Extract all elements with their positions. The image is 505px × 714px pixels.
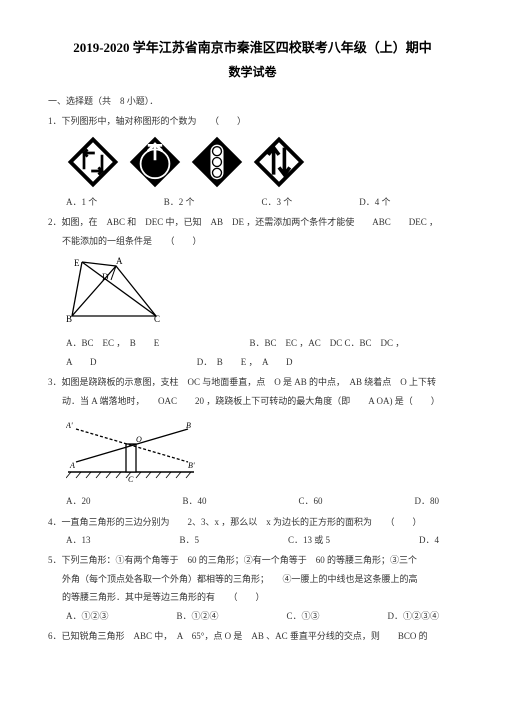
q2-figure: A B C D E (66, 254, 457, 330)
q6-text: 6．已知锐角三角形 ABC 中， A 65°，点 O 是 AB 、AC 垂直平分… (48, 629, 457, 643)
q4-opt-a: A．13 (66, 533, 91, 547)
svg-text:A': A' (66, 421, 73, 430)
q1-opt-b: B．2 个 (164, 195, 262, 209)
q5-options: A．①②③ B．①②④ C．①③ D．①②③④ (66, 609, 439, 623)
svg-text:E: E (74, 258, 80, 268)
question-6: 6．已知锐角三角形 ABC 中， A 65°，点 O 是 AB 、AC 垂直平分… (48, 629, 457, 643)
q2-line2: 不能添加的一组条件是 （ ） (62, 234, 457, 248)
q2-opt-b: B．BC EC ，AC DC C．BC DC ， (250, 338, 405, 348)
q5-line1: 5．下列三角形：①有两个角等于 60 的三角形；②有一个角等于 60 的等腰三角… (48, 553, 457, 567)
q1-shape-3 (190, 135, 244, 189)
svg-text:B: B (66, 314, 72, 324)
q5-line3: 的等腰三角形．其中是等边三角形的有 （ ） (62, 590, 457, 604)
question-5: 5．下列三角形：①有两个角等于 60 的三角形；②有一个角等于 60 的等腰三角… (48, 553, 457, 623)
q5-opt-d: D．①②③④ (387, 609, 439, 623)
q1-shape-4 (252, 135, 306, 189)
page-subtitle: 数学试卷 (48, 63, 457, 82)
q3-options: A．20 B．40 C．60 D．80 (66, 494, 439, 508)
q4-opt-d: D．4 (419, 533, 439, 547)
question-3: 3．如图是跷跷板的示意图，支柱 OC 与地面垂直，点 O 是 AB 的中点， A… (48, 375, 457, 509)
q1-text: 1．下列图形中，轴对称图形的个数为 （ ） (48, 114, 457, 128)
q1-opt-c: C．3 个 (262, 195, 360, 209)
q4-opt-b: B．5 (179, 533, 199, 547)
svg-text:C: C (128, 475, 134, 484)
q5-line2: 外角（每个顶点处各取一个外角）都相等的三角形； ④一腰上的中线也是这条腰上的高 (62, 572, 457, 586)
page-title: 2019-2020 学年江苏省南京市秦淮区四校联考八年级（上）期中 (48, 38, 457, 59)
q2-opt-c: A D (66, 357, 97, 367)
q3-line1: 3．如图是跷跷板的示意图，支柱 OC 与地面垂直，点 O 是 AB 的中点， A… (48, 375, 457, 389)
question-1: 1．下列图形中，轴对称图形的个数为 （ ） (48, 114, 457, 209)
question-2: 2．如图，在 ABC 和 DEC 中，已知 AB DE ，还需添加两个条件才能使… (48, 215, 457, 369)
svg-text:A: A (69, 461, 75, 470)
section-heading: 一、选择题（共 8 小题）． (48, 94, 457, 108)
exam-page: 2019-2020 学年江苏省南京市秦淮区四校联考八年级（上）期中 数学试卷 一… (0, 0, 505, 714)
q5-opt-a: A．①②③ (66, 609, 109, 623)
q5-opt-b: B．①②④ (176, 609, 218, 623)
q1-figures (66, 135, 457, 189)
svg-text:B': B' (188, 461, 195, 470)
q3-opt-d: D．80 (414, 494, 439, 508)
q1-opt-a: A．1 个 (66, 195, 164, 209)
q4-opt-c: C．13 或 5 (288, 533, 330, 547)
svg-text:O: O (136, 435, 142, 444)
q2-row2: A D D． B E ， A D (66, 355, 457, 369)
q3-opt-a: A．20 (66, 494, 91, 508)
svg-text:B: B (186, 421, 191, 430)
q1-opt-d: D．4 个 (359, 195, 457, 209)
q4-options: A．13 B．5 C．13 或 5 D．4 (66, 533, 439, 547)
q2-opt-d: D． B E ， A D (197, 357, 293, 367)
svg-text:C: C (154, 314, 160, 324)
q1-options: A．1 个 B．2 个 C．3 个 D．4 个 (66, 195, 457, 209)
svg-text:A: A (116, 256, 123, 266)
svg-text:D: D (102, 272, 109, 282)
q1-shape-2 (128, 135, 182, 189)
q3-opt-c: C．60 (298, 494, 322, 508)
q5-opt-c: C．①③ (286, 609, 319, 623)
q3-figure: A' A B B' O C (66, 414, 457, 488)
q4-text: 4．一直角三角形的三边分别为 2、3、x ，那么以 x 为边长的正方形的面积为 … (48, 515, 457, 529)
question-4: 4．一直角三角形的三边分别为 2、3、x ，那么以 x 为边长的正方形的面积为 … (48, 515, 457, 548)
q3-opt-b: B．40 (182, 494, 206, 508)
q2-opt-a: A．BC EC ， B E (66, 338, 159, 348)
q1-shape-1 (66, 135, 120, 189)
q2-row1: A．BC EC ， B E B．BC EC ，AC DC C．BC DC ， (66, 336, 457, 350)
q2-line1: 2．如图，在 ABC 和 DEC 中，已知 AB DE ，还需添加两个条件才能使… (48, 215, 457, 229)
q3-line2: 动．当 A 端落地时， OAC 20 ，跷跷板上下可转动的最大角度（即 A OA… (62, 394, 457, 408)
